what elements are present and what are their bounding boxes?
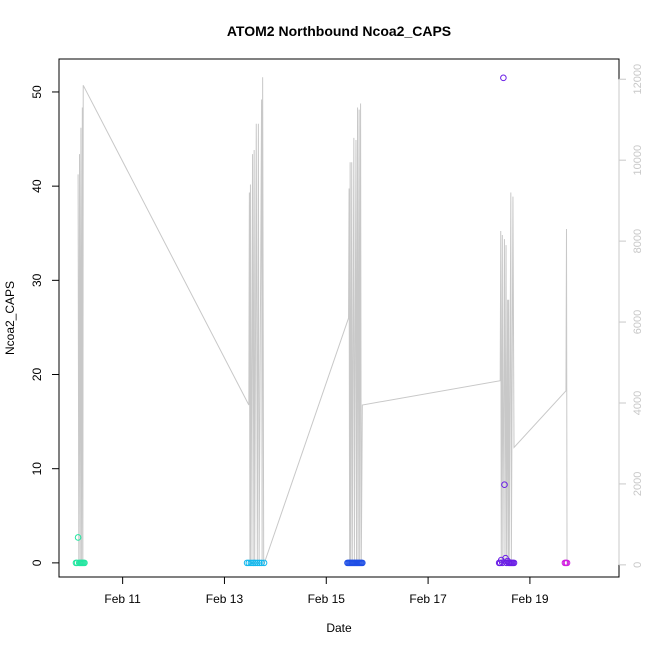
y-axis-left: 0 10 20 30 40 50 [30, 85, 60, 566]
data-point [500, 74, 507, 82]
x-tick-label: Feb 17 [409, 592, 447, 606]
y-tick-left-label: 40 [30, 179, 44, 193]
points-layer [72, 74, 571, 567]
y-tick-right-label: 8000 [632, 229, 644, 253]
y-axis-label: Ncoa2_CAPS [3, 281, 17, 355]
secondary-series-line [77, 77, 568, 566]
y-tick-right-label: 6000 [632, 310, 644, 334]
y-tick-right-label: 0 [632, 562, 644, 568]
y-tick-right-label: 4000 [632, 391, 644, 415]
data-point [251, 559, 259, 567]
y-axis-right: 0 2000 4000 6000 8000 10000 12000 [618, 64, 644, 568]
data-point [260, 559, 268, 567]
data-point [563, 559, 571, 567]
data-point [81, 559, 88, 567]
y-tick-right-label: 2000 [632, 472, 644, 496]
data-point [74, 534, 82, 541]
data-point [497, 556, 505, 564]
data-point [254, 559, 261, 567]
series-group [495, 74, 518, 567]
y-tick-right-label: 10000 [632, 145, 644, 176]
data-point [359, 559, 366, 567]
y-tick-left-label: 0 [30, 559, 44, 566]
x-tick-label: Feb 13 [206, 592, 244, 606]
x-tick-label: Feb 11 [104, 592, 141, 606]
x-tick-label: Feb 19 [511, 592, 549, 606]
y-tick-left-label: 10 [30, 462, 44, 476]
series-group [72, 534, 88, 567]
data-point [501, 481, 508, 489]
series-group [561, 559, 571, 567]
x-axis: Feb 11 Feb 13 Feb 15 Feb 17 Feb 19 [104, 576, 549, 606]
chart-title: ATOM2 Northbound Ncoa2_CAPS [227, 23, 451, 39]
y-tick-left-label: 20 [30, 368, 44, 382]
data-point [258, 559, 265, 567]
data-point [496, 559, 504, 567]
data-point [245, 559, 253, 567]
data-point [249, 559, 257, 567]
data-point [247, 559, 255, 567]
y-tick-left-label: 30 [30, 273, 44, 287]
data-point [256, 559, 263, 567]
x-tick-label: Feb 15 [308, 592, 346, 606]
y-tick-left-label: 50 [30, 85, 44, 99]
y-tick-right-label: 12000 [632, 64, 644, 95]
series-group [344, 559, 366, 567]
series-group [243, 559, 268, 567]
data-point [510, 559, 518, 567]
secondary-series-layer [77, 77, 568, 566]
x-axis-label: Date [326, 621, 352, 635]
